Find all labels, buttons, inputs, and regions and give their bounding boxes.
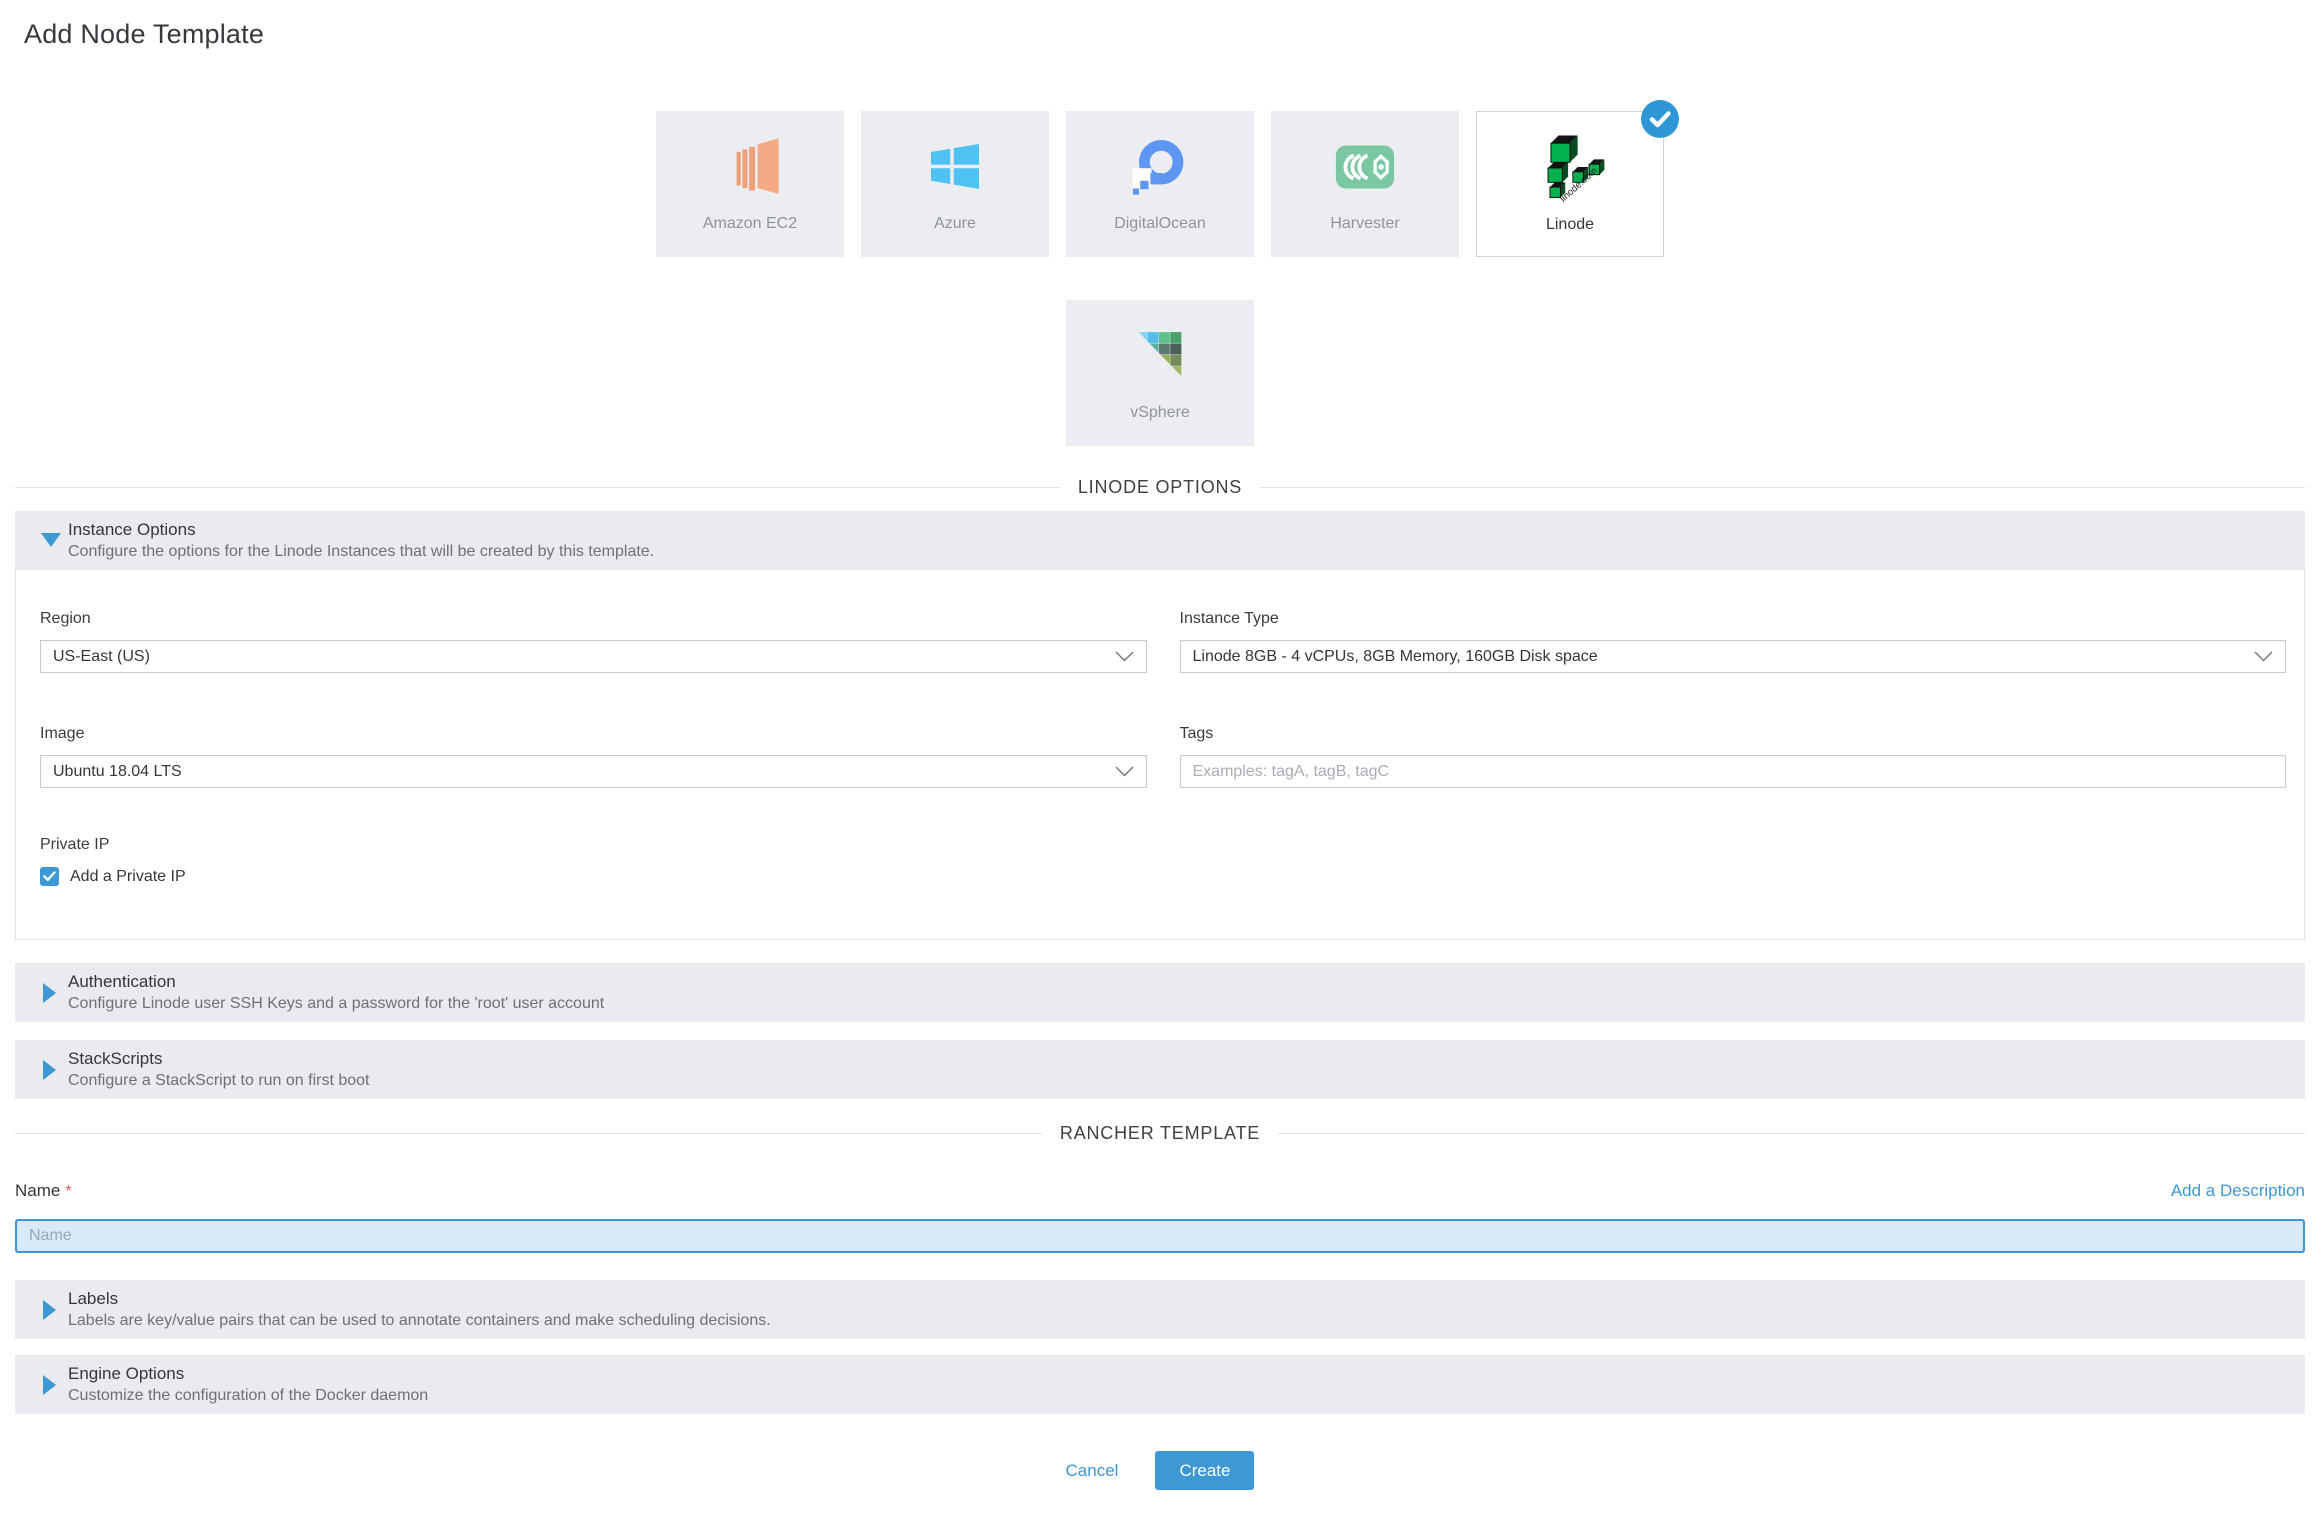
tags-field: Tags — [1179, 725, 2286, 788]
section-title: StackScripts — [68, 1049, 163, 1068]
instance-type-label: Instance Type — [1179, 610, 1279, 627]
image-label: Image — [40, 725, 85, 742]
image-select[interactable]: Ubuntu 18.04 LTS — [40, 755, 1147, 788]
section-authentication[interactable]: Authentication Configure Linode user SSH… — [15, 963, 2305, 1022]
name-row: Name * Add a Description — [15, 1181, 2305, 1201]
image-field: Image Ubuntu 18.04 LTS — [40, 725, 1147, 788]
region-field: Region US-East (US) — [40, 610, 1147, 673]
section-engine-options[interactable]: Engine Options Customize the configurati… — [15, 1355, 2305, 1414]
provider-card-row: vSphere — [0, 300, 2320, 446]
section-subtitle: Configure the options for the Linode Ins… — [68, 543, 655, 560]
section-subtitle: Labels are key/value pairs that can be u… — [68, 1312, 771, 1329]
name-label: Name — [15, 1181, 61, 1200]
section-title: Engine Options — [68, 1364, 185, 1383]
linode-icon: linode.com — [1528, 120, 1612, 216]
vsphere-icon — [1122, 308, 1198, 404]
provider-card-digitalocean[interactable]: DigitalOcean — [1066, 111, 1254, 257]
section-subtitle: Configure a StackScript to run on first … — [68, 1072, 370, 1089]
create-button[interactable]: Create — [1155, 1451, 1255, 1490]
section-stackscripts[interactable]: StackScripts Configure a StackScript to … — [15, 1040, 2305, 1099]
chevron-down-icon — [1115, 651, 1133, 662]
page-title: Add Node Template — [24, 19, 265, 49]
required-asterisk: * — [65, 1183, 72, 1200]
expand-arrow-icon — [43, 1059, 56, 1080]
private-ip-checkbox-row[interactable]: Add a Private IP — [40, 867, 2286, 886]
rancher-template-divider: RANCHER TEMPLATE — [15, 1115, 2305, 1151]
provider-card-label: Azure — [934, 215, 976, 232]
cancel-button[interactable]: Cancel — [1065, 1460, 1119, 1480]
section-title: Labels — [68, 1289, 119, 1308]
divider-label: RANCHER TEMPLATE — [1041, 1122, 1279, 1144]
provider-card-linode[interactable]: linode.com Linode — [1476, 100, 1679, 257]
expand-arrow-icon — [43, 1299, 56, 1320]
provider-card-harvester[interactable]: Harvester — [1271, 111, 1459, 257]
section-subtitle: Configure Linode user SSH Keys and a pas… — [68, 995, 605, 1012]
digitalocean-icon — [1124, 119, 1196, 215]
provider-card-azure[interactable]: Azure — [861, 111, 1049, 257]
amazon-ec2-icon — [713, 119, 787, 215]
provider-card-label: Amazon EC2 — [702, 215, 798, 232]
azure-icon — [919, 119, 991, 215]
collapse-arrow-icon — [41, 532, 61, 547]
provider-card-label: DigitalOcean — [1114, 215, 1206, 232]
section-subtitle: Customize the configuration of the Docke… — [68, 1387, 429, 1404]
region-select[interactable]: US-East (US) — [40, 640, 1147, 673]
provider-card-amazon-ec2[interactable]: Amazon EC2 — [656, 111, 844, 257]
section-title: Authentication — [68, 972, 176, 991]
private-ip-label: Private IP — [40, 836, 110, 853]
instance-type-field: Instance Type Linode 8GB - 4 vCPUs, 8GB … — [1179, 610, 2286, 673]
instance-type-value: Linode 8GB - 4 vCPUs, 8GB Memory, 160GB … — [1192, 647, 1598, 665]
provider-card-label: Harvester — [1330, 215, 1400, 232]
chevron-down-icon — [2254, 651, 2273, 662]
region-label: Region — [40, 610, 91, 627]
expand-arrow-icon — [43, 1374, 56, 1395]
divider-label: LINODE OPTIONS — [1059, 476, 1261, 498]
selected-check-icon — [1641, 100, 1679, 138]
tags-label: Tags — [1179, 725, 1214, 742]
footer-actions: Cancel Create — [0, 1451, 2320, 1490]
section-instance-options[interactable]: Instance Options Configure the options f… — [15, 511, 2305, 570]
section-labels[interactable]: Labels Labels are key/value pairs that c… — [15, 1280, 2305, 1339]
expand-arrow-icon — [43, 982, 56, 1003]
instance-options-body: Region US-East (US) Instance Type Linode… — [15, 570, 2305, 940]
private-ip-checkbox-label: Add a Private IP — [70, 867, 186, 885]
provider-card-vsphere[interactable]: vSphere — [1066, 300, 1254, 446]
checkbox-checked-icon[interactable] — [40, 867, 59, 886]
provider-card-label: vSphere — [1130, 404, 1190, 421]
provider-card-row: Amazon EC2 Azure DigitalOcean — [0, 100, 2320, 257]
add-description-link[interactable]: Add a Description — [2170, 1181, 2305, 1200]
linode-options-divider: LINODE OPTIONS — [15, 469, 2305, 505]
section-title: Instance Options — [68, 520, 196, 539]
harvester-icon — [1327, 119, 1403, 215]
tags-input[interactable] — [1179, 755, 2286, 788]
chevron-down-icon — [1115, 766, 1133, 777]
name-input[interactable] — [15, 1219, 2305, 1253]
region-value: US-East (US) — [53, 647, 150, 665]
provider-card-label: Linode — [1545, 216, 1595, 233]
instance-type-select[interactable]: Linode 8GB - 4 vCPUs, 8GB Memory, 160GB … — [1179, 640, 2286, 673]
image-value: Ubuntu 18.04 LTS — [53, 762, 182, 780]
